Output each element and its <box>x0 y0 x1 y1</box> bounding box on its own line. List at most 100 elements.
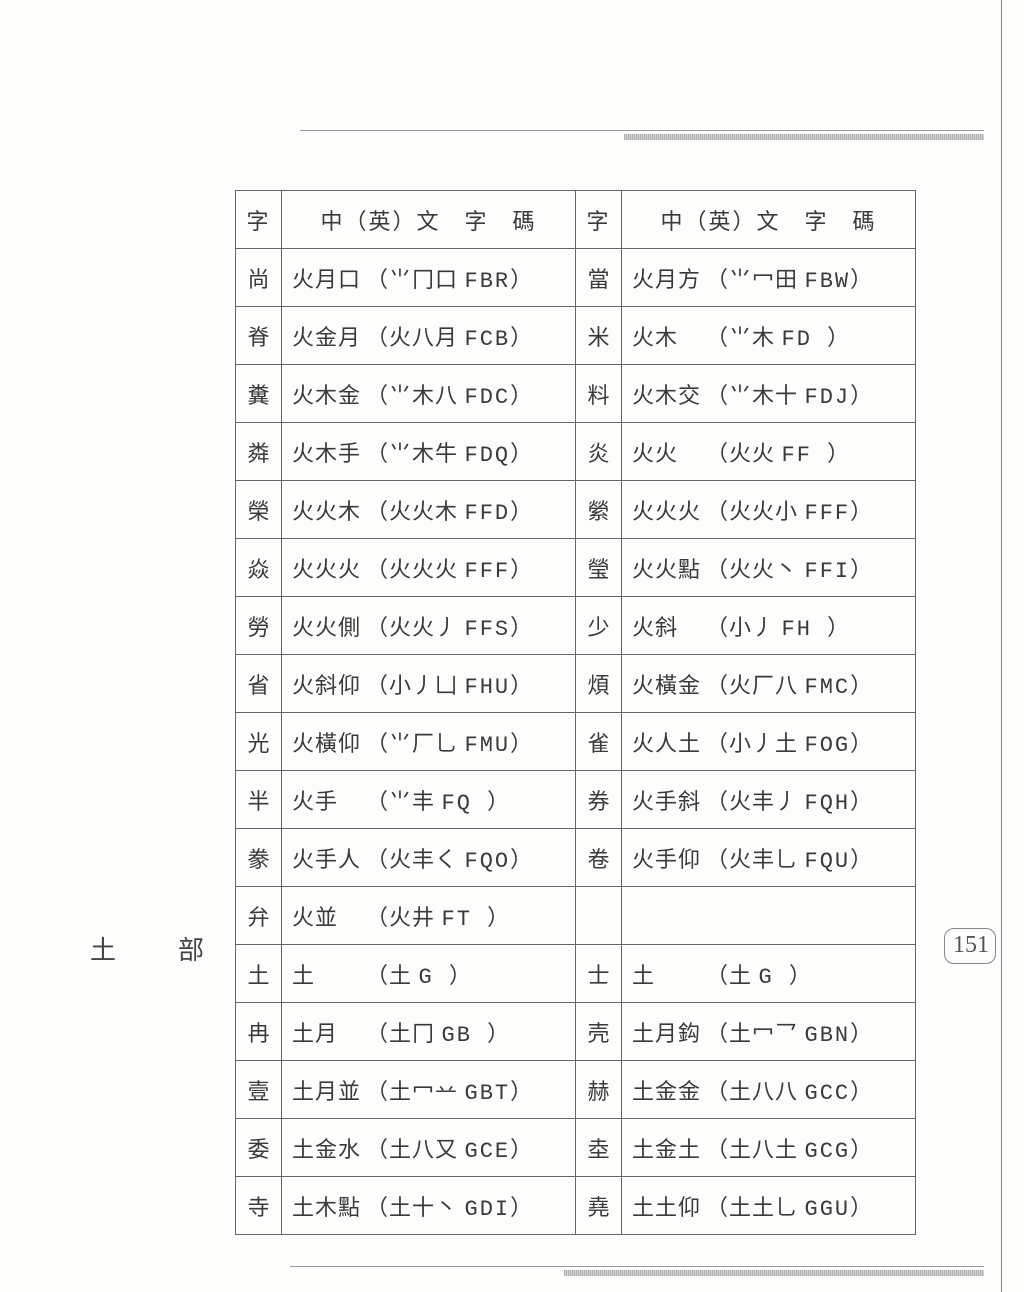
table-row: 省火斜仰（小丿凵 FHU）煩火橫金（火厂八 FMC） <box>236 655 916 713</box>
inner-text: ⺌木十 <box>729 383 798 408</box>
seg-text: 火手斜 <box>632 784 706 816</box>
inner-text: 火火 <box>729 441 775 466</box>
inner-text: 土冂 <box>389 1021 435 1046</box>
seg-text: 火火木 <box>292 494 366 526</box>
table-row: 壹土月並（土冖䒑 GBT）赫土金金（土八八 GCC） <box>236 1061 916 1119</box>
alpha-code: FH <box>782 617 828 642</box>
inner-text: 火火木 <box>389 499 458 524</box>
code-cell-r: 土金土（土八土 GCG） <box>622 1119 916 1177</box>
alpha-code: FQO <box>465 849 511 874</box>
char-cell-r: 士 <box>576 945 622 1003</box>
char-cell-l: 豢 <box>236 829 282 887</box>
seg-text: 火木 <box>632 320 706 352</box>
code-cell-r: 火斜（小丿 FH ） <box>622 597 916 655</box>
char-cell-r: 雀 <box>576 713 622 771</box>
code-cell-l: 土月並（土冖䒑 GBT） <box>282 1061 576 1119</box>
char-cell-r: 堯 <box>576 1177 622 1235</box>
inner-text: 土八又 <box>389 1137 458 1162</box>
seg-text: 火火點 <box>632 552 706 584</box>
table-row: 焱火火火（火火火 FFF）瑩火火點（火火丶 FFI） <box>236 539 916 597</box>
inner-text: 土 <box>729 963 752 988</box>
code-cell-r: 火火（火火 FF ） <box>622 423 916 481</box>
alpha-code: FQ <box>442 791 488 816</box>
alpha-code: GGU <box>805 1197 851 1222</box>
seg-text: 火手人 <box>292 842 366 874</box>
alpha-code: FOG <box>805 733 851 758</box>
code-cell-l: 土木點（土十丶 GDI） <box>282 1177 576 1235</box>
char-cell-r: 壳 <box>576 1003 622 1061</box>
alpha-code: GDI <box>465 1197 511 1222</box>
code-cell-l: 土金水（土八又 GCE） <box>282 1119 576 1177</box>
seg-text: 火木手 <box>292 436 366 468</box>
seg-text: 火火火 <box>632 494 706 526</box>
char-cell-l: 勞 <box>236 597 282 655</box>
char-cell-r: 料 <box>576 365 622 423</box>
inner-text: 火丰く <box>389 847 458 872</box>
table-row: 豢火手人（火丰く FQO）卷火手仰（火丰乚 FQU） <box>236 829 916 887</box>
seg-text: 火並 <box>292 900 366 932</box>
alpha-code: GCG <box>805 1139 851 1164</box>
table-header-row: 字 中（英）文 字 碼 字 中（英）文 字 碼 <box>236 191 916 249</box>
seg-text: 土金金 <box>632 1074 706 1106</box>
code-cell-r: 火月方（⺌冖田 FBW） <box>622 249 916 307</box>
alpha-code: FDJ <box>805 385 851 410</box>
bottom-rule <box>290 1266 984 1272</box>
code-table: 字 中（英）文 字 碼 字 中（英）文 字 碼 尚火月口（⺌冂口 FBR）當火月… <box>235 190 916 1235</box>
inner-text: ⺌木 <box>729 325 775 350</box>
inner-text: 土冖䒑 <box>389 1079 458 1104</box>
code-cell-r: 火手斜（火丰丿 FQH） <box>622 771 916 829</box>
header-code-left: 中（英）文 字 碼 <box>282 191 576 249</box>
seg-text: 土木點 <box>292 1190 366 1222</box>
code-cell-l: 火手（⺌丰 FQ ） <box>282 771 576 829</box>
code-cell-r: 土土仰（土土乚 GGU） <box>622 1177 916 1235</box>
char-cell-r: 赫 <box>576 1061 622 1119</box>
alpha-code: GBN <box>805 1023 851 1048</box>
char-cell-l: 土 <box>236 945 282 1003</box>
table-row: 榮火火木（火火木 FFD）縈火火火（火火小 FFF） <box>236 481 916 539</box>
inner-text: 小丿 <box>729 615 775 640</box>
table-body: 尚火月口（⺌冂口 FBR）當火月方（⺌冖田 FBW）脊火金月（火八月 FCB）米… <box>236 249 916 1235</box>
table-row: 冉土月（土冂 GB ）壳土月鈎（土冖乛 GBN） <box>236 1003 916 1061</box>
alpha-code: G <box>419 965 449 990</box>
code-cell-l: 火斜仰（小丿凵 FHU） <box>282 655 576 713</box>
table-row: 委土金水（土八又 GCE）坴土金土（土八土 GCG） <box>236 1119 916 1177</box>
table-row: 脊火金月（火八月 FCB）米火木（⺌木 FD ） <box>236 307 916 365</box>
alpha-code: GCC <box>805 1081 851 1106</box>
inner-text: 土八八 <box>729 1079 798 1104</box>
seg-text: 土 <box>292 958 366 990</box>
seg-text: 火月方 <box>632 262 706 294</box>
code-cell-l: 火木手（⺌木牛 FDQ） <box>282 423 576 481</box>
char-cell-r: 米 <box>576 307 622 365</box>
code-cell-r <box>622 887 916 945</box>
alpha-code: FDC <box>465 385 511 410</box>
alpha-code: FHU <box>465 675 511 700</box>
char-cell-l: 糞 <box>236 365 282 423</box>
table-row: 寺土木點（土十丶 GDI）堯土土仰（土土乚 GGU） <box>236 1177 916 1235</box>
seg-text: 土 <box>632 958 706 990</box>
code-cell-l: 火火火（火火火 FFF） <box>282 539 576 597</box>
seg-text: 火月口 <box>292 262 366 294</box>
code-cell-r: 火手仰（火丰乚 FQU） <box>622 829 916 887</box>
inner-text: 土冖乛 <box>729 1021 798 1046</box>
seg-text: 土金土 <box>632 1132 706 1164</box>
code-cell-r: 火火火（火火小 FFF） <box>622 481 916 539</box>
seg-text: 火手 <box>292 784 366 816</box>
char-cell-l: 省 <box>236 655 282 713</box>
code-cell-r: 火木交（⺌木十 FDJ） <box>622 365 916 423</box>
code-cell-r: 土（土 G ） <box>622 945 916 1003</box>
seg-text: 火木金 <box>292 378 366 410</box>
alpha-code: FF <box>782 443 828 468</box>
inner-text: 火火丶 <box>729 557 798 582</box>
inner-text: 火厂八 <box>729 673 798 698</box>
char-cell-l: 壹 <box>236 1061 282 1119</box>
alpha-code: FQH <box>805 791 851 816</box>
char-cell-l: 委 <box>236 1119 282 1177</box>
table-row: 土土（土 G ）士土（土 G ） <box>236 945 916 1003</box>
code-cell-l: 火金月（火八月 FCB） <box>282 307 576 365</box>
seg-text: 土月鈎 <box>632 1016 706 1048</box>
alpha-code: FFS <box>465 617 511 642</box>
inner-text: 土 <box>389 963 412 988</box>
code-cell-r: 火橫金（火厂八 FMC） <box>622 655 916 713</box>
inner-text: 火火丿 <box>389 615 458 640</box>
seg-text: 火火火 <box>292 552 366 584</box>
